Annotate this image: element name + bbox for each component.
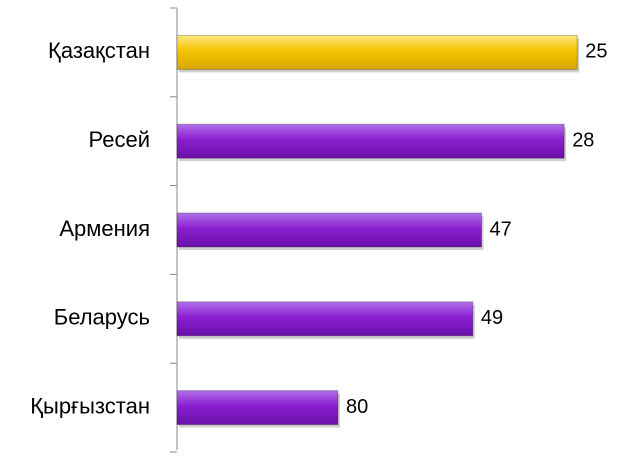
bar [176,301,474,337]
category-label: Ресей [89,127,150,152]
value-label: 49 [481,307,503,329]
bar [176,390,339,426]
category-label: Қырғызстан [30,393,150,418]
category-label: Беларусь [54,305,150,330]
category-label: Қазақстан [48,38,150,63]
bar [176,34,578,70]
value-label: 28 [572,129,594,151]
bar [176,123,565,159]
value-label: 80 [346,396,368,418]
category-label: Армения [59,216,150,241]
bar [176,212,483,248]
value-label: 25 [585,41,607,63]
value-label: 47 [490,218,512,240]
